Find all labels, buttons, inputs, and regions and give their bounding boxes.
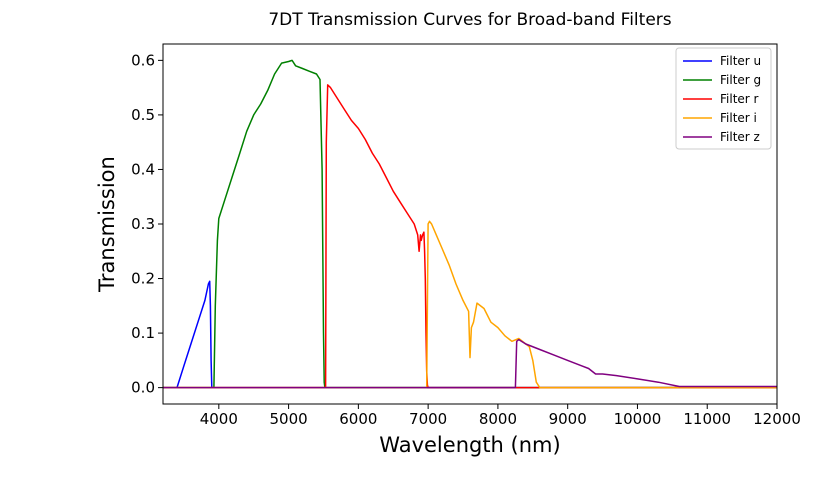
y-axis-ticks: 0.0 0.1 0.2 0.3 0.4 0.5 0.6 xyxy=(131,51,163,397)
y-tick-label: 0.0 xyxy=(131,379,155,397)
series-line-5 xyxy=(163,338,777,389)
x-tick-label: 8000 xyxy=(479,410,517,428)
chart-title: 7DT Transmission Curves for Broad-band F… xyxy=(268,10,671,30)
y-tick-label: 0.3 xyxy=(131,215,155,233)
legend: Filter u Filter g Filter r Filter i Filter z xyxy=(675,47,772,150)
x-tick-label: 7000 xyxy=(409,410,447,428)
x-tick-label: 5000 xyxy=(269,410,307,428)
series-line-1 xyxy=(163,280,777,389)
y-tick-label: 0.2 xyxy=(131,270,155,288)
x-tick-label: 10000 xyxy=(614,410,662,428)
series-line-3 xyxy=(163,84,777,389)
x-tick-label: 6000 xyxy=(339,410,377,428)
plot-lines xyxy=(163,59,777,389)
y-axis-label: Transmission xyxy=(95,156,119,293)
y-tick-label: 0.1 xyxy=(131,324,155,342)
y-tick-label: 0.6 xyxy=(131,51,155,69)
y-tick-label: 0.5 xyxy=(131,106,155,124)
legend-items: Filter u Filter g Filter r Filter i Filter z xyxy=(683,54,761,144)
legend-box xyxy=(675,47,772,150)
x-tick-label: 9000 xyxy=(549,410,587,428)
x-tick-label: 11000 xyxy=(683,410,731,428)
legend-label: Filter r xyxy=(720,92,759,106)
legend-label: Filter z xyxy=(720,130,760,144)
series-line-4 xyxy=(163,220,777,389)
x-axis-ticks: 4000 5000 6000 7000 8000 9000 10000 11000 12000 xyxy=(200,404,801,428)
x-axis-label: Wavelength (nm) xyxy=(379,433,560,457)
series-line-2 xyxy=(163,59,777,389)
x-tick-label: 4000 xyxy=(200,410,238,428)
x-tick-label: 12000 xyxy=(753,410,801,428)
legend-label: Filter i xyxy=(720,111,757,125)
legend-label: Filter g xyxy=(720,73,761,87)
y-tick-label: 0.4 xyxy=(131,160,155,178)
legend-label: Filter u xyxy=(720,54,761,68)
